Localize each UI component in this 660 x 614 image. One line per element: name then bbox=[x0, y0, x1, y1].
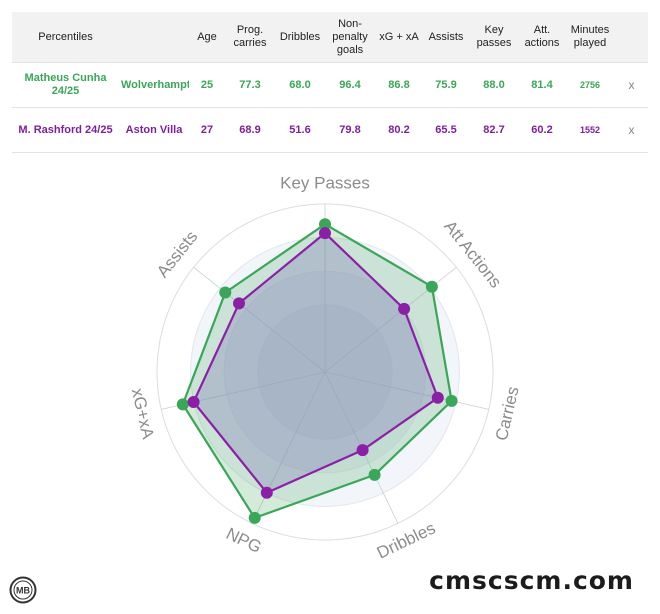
np-goals-cell: 79.8 bbox=[325, 107, 375, 153]
data-point[interactable] bbox=[319, 227, 331, 240]
dribbles-cell: 51.6 bbox=[275, 107, 325, 153]
watermark-text: cmscscm.com bbox=[429, 566, 634, 595]
att-actions-cell: 81.4 bbox=[519, 62, 565, 108]
table-header-row: Percentiles Age Prog. carries Dribbles N… bbox=[12, 12, 648, 63]
player-name[interactable]: Matheus Cunha 24/25 bbox=[12, 62, 119, 108]
prog-carries-cell: 68.9 bbox=[225, 107, 275, 153]
header-dribbles[interactable]: Dribbles bbox=[275, 12, 325, 63]
assists-cell: 75.9 bbox=[423, 62, 469, 108]
data-point[interactable] bbox=[248, 511, 261, 524]
age-cell: 25 bbox=[189, 62, 225, 108]
table-row[interactable]: M. Rashford 24/25 Aston Villa 27 68.9 51… bbox=[12, 107, 648, 153]
key-passes-cell: 88.0 bbox=[469, 62, 519, 108]
header-age[interactable]: Age bbox=[189, 12, 225, 63]
data-point[interactable] bbox=[398, 302, 411, 315]
radar-spoke bbox=[193, 266, 326, 373]
xg-xa-cell: 80.2 bbox=[375, 107, 423, 153]
header-att-actions[interactable]: Att. actions bbox=[519, 12, 565, 63]
header-minutes[interactable]: Minutes played bbox=[565, 12, 615, 63]
np-goals-cell: 96.4 bbox=[325, 62, 375, 108]
data-point[interactable] bbox=[425, 280, 438, 293]
remove-player-button[interactable]: x bbox=[615, 62, 648, 108]
header-percentiles: Percentiles bbox=[12, 12, 119, 63]
table-row[interactable]: Matheus Cunha 24/25 Wolverhampton 25 77.… bbox=[12, 62, 648, 108]
radar-spoke bbox=[324, 371, 489, 410]
data-point[interactable] bbox=[260, 486, 273, 499]
header-remove bbox=[615, 12, 648, 63]
comparison-table-container: Percentiles Age Prog. carries Dribbles N… bbox=[12, 12, 648, 153]
data-point[interactable] bbox=[233, 297, 245, 310]
data-point[interactable] bbox=[319, 218, 331, 231]
data-point[interactable] bbox=[431, 391, 444, 404]
minutes-cell: 1552 bbox=[565, 107, 615, 153]
svg-text:MB: MB bbox=[16, 586, 30, 596]
assists-cell: 65.5 bbox=[423, 107, 469, 153]
series-polygon bbox=[192, 231, 439, 494]
data-point[interactable] bbox=[187, 396, 200, 408]
header-prog-carries[interactable]: Prog. carries bbox=[225, 12, 275, 63]
axis-label: Carries bbox=[492, 385, 523, 443]
brand-logo: MB bbox=[9, 576, 37, 604]
data-point[interactable] bbox=[368, 468, 381, 481]
data-point[interactable] bbox=[176, 398, 189, 411]
team-name: Wolverhampton bbox=[119, 62, 189, 108]
header-xg-xa[interactable]: xG + xA bbox=[375, 12, 423, 63]
data-point[interactable] bbox=[356, 444, 369, 457]
xg-xa-cell: 86.8 bbox=[375, 62, 423, 108]
header-key-passes[interactable]: Key passes bbox=[469, 12, 519, 63]
age-cell: 27 bbox=[189, 107, 225, 153]
team-name: Aston Villa bbox=[119, 107, 189, 153]
key-passes-cell: 82.7 bbox=[469, 107, 519, 153]
axis-label: xG+xA bbox=[128, 386, 158, 441]
data-point[interactable] bbox=[219, 286, 232, 299]
att-actions-cell: 60.2 bbox=[519, 107, 565, 153]
axis-label: Key Passes bbox=[280, 173, 370, 192]
data-point[interactable] bbox=[445, 394, 458, 407]
prog-carries-cell: 77.3 bbox=[225, 62, 275, 108]
comparison-table: Percentiles Age Prog. carries Dribbles N… bbox=[12, 12, 648, 153]
remove-player-button[interactable]: x bbox=[615, 107, 648, 153]
axis-label: NPG bbox=[223, 524, 264, 557]
minutes-cell: 2756 bbox=[565, 62, 615, 108]
dribbles-cell: 68.0 bbox=[275, 62, 325, 108]
header-team bbox=[119, 12, 189, 63]
header-assists[interactable]: Assists bbox=[423, 12, 469, 63]
player-name[interactable]: M. Rashford 24/25 bbox=[12, 107, 119, 153]
header-np-goals[interactable]: Non-penalty goals bbox=[325, 12, 375, 63]
radar-chart-container: Key Passes Att Actions Carries Dribbles NPG x… bbox=[0, 160, 660, 562]
series-polygon bbox=[181, 223, 453, 519]
